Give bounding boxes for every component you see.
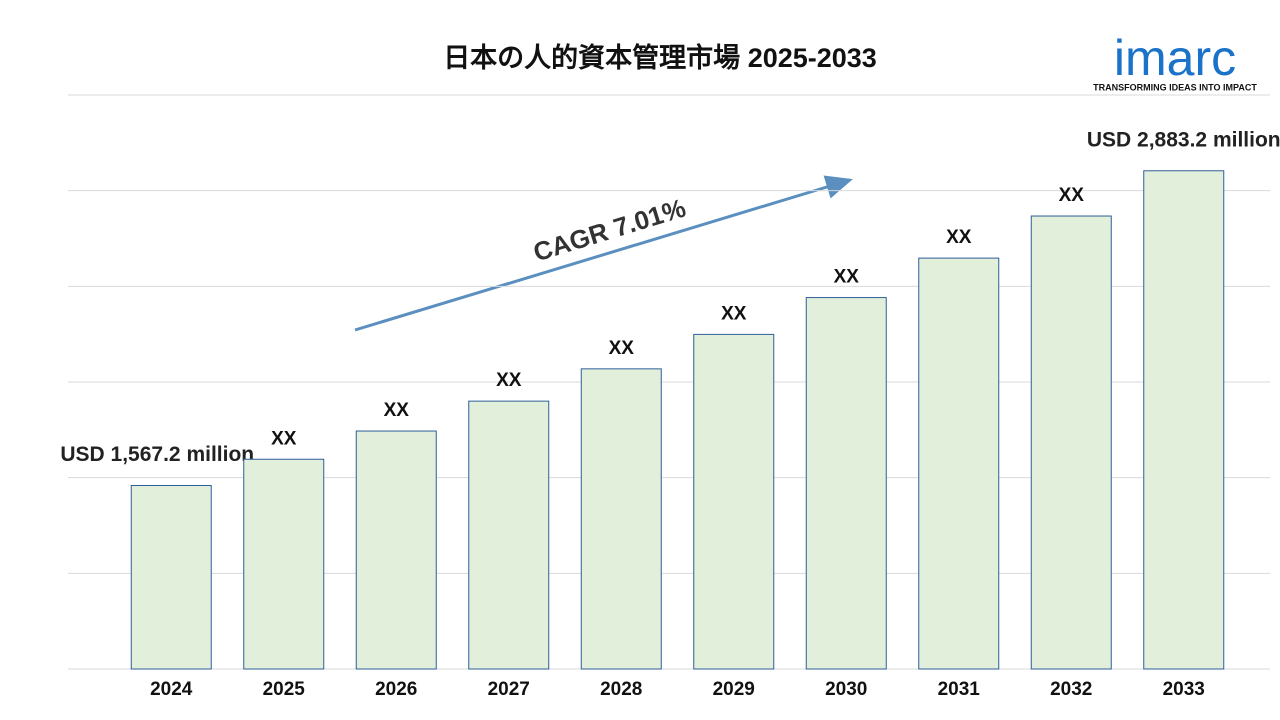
data-label: USD 2,883.2 million [1087,128,1280,151]
bar [243,458,325,670]
logo-tagline: TRANSFORMING IDEAS INTO IMPACT [1093,82,1257,92]
x-tick-label: 2029 [713,679,755,700]
bar [130,485,212,670]
data-label: XX [1059,185,1085,206]
bar [805,297,887,670]
bar [468,400,550,670]
chart-title: 日本の人的資本管理市場 2025-2033 [443,42,877,73]
x-tick-label: 2030 [825,679,867,700]
x-tick-label: 2028 [600,679,642,700]
x-tick-label: 2025 [263,679,306,700]
data-label: USD 1,567.2 million [60,443,254,466]
data-label: XX [946,227,972,248]
cagr-annotation: CAGR 7.01% [530,193,689,268]
bar [1143,170,1225,670]
logo-name: imarc [1114,30,1236,86]
bar [918,257,1000,670]
x-tick-label: 2033 [1163,679,1205,700]
bar [1030,215,1112,670]
bar [355,430,437,670]
x-tick-label: 2032 [1050,679,1092,700]
data-label: XX [721,303,747,324]
data-label: XX [384,400,410,421]
x-tick-label: 2024 [150,679,193,700]
data-label: XX [834,267,860,288]
x-tick-label: 2027 [488,679,530,700]
bar [693,333,775,670]
data-label: XX [271,428,297,449]
data-label: XX [496,370,522,391]
cagr-arrow [354,175,853,332]
bar [580,368,662,670]
x-tick-label: 2031 [938,679,981,700]
x-tick-label: 2026 [375,679,417,700]
data-label: XX [609,338,635,359]
